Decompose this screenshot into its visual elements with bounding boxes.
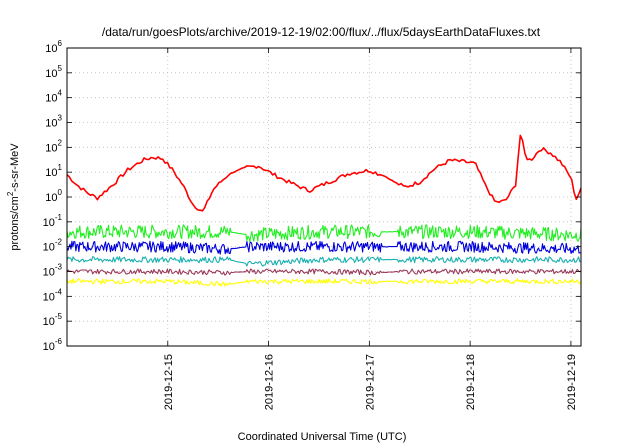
y-tick-label: 10-5 xyxy=(43,312,63,328)
y-tick-label: 10-3 xyxy=(43,263,63,279)
x-tick-label: 2019-12-18 xyxy=(465,354,477,410)
series-line-3 xyxy=(66,256,582,267)
series-line-1 xyxy=(66,224,582,243)
y-tick-label: 10-4 xyxy=(43,287,63,303)
x-tick-label: 2019-12-16 xyxy=(264,354,276,410)
y-tick-label: 103 xyxy=(45,114,62,130)
x-axis-label: Coordinated Universal Time (UTC) xyxy=(238,431,407,443)
series-line-0 xyxy=(66,134,582,212)
y-tick-label: 106 xyxy=(45,39,62,55)
plot-frame xyxy=(66,47,582,347)
series-group xyxy=(66,134,582,287)
grid-lines xyxy=(67,47,581,347)
y-axis-label: protons/cm2-s-sr-MeV xyxy=(6,143,21,251)
x-tick-label: 2019-12-15 xyxy=(163,354,175,410)
series-line-2 xyxy=(66,240,582,255)
x-tick-labels: 2019-12-15 2019-12-16 2019-12-17 2019-12-18… xyxy=(163,354,578,410)
y-tick-label: 100 xyxy=(45,188,62,204)
y-tick-label: 10-6 xyxy=(43,337,63,353)
chart-title: /data/run/goesPlots/archive/2019-12-19/0… xyxy=(102,25,541,39)
y-tick-label: 10-2 xyxy=(43,238,63,254)
y-tick-label: 104 xyxy=(45,89,62,105)
x-tick-label: 2019-12-19 xyxy=(566,354,578,410)
x-tick-label: 2019-12-17 xyxy=(364,354,376,410)
y-tick-label: 105 xyxy=(45,64,62,80)
y-tick-label: 10-1 xyxy=(43,213,63,229)
y-tick-labels: 10-6 10-5 10-4 10-3 10-2 10-1 100 101 102 103 104 1… xyxy=(43,39,63,353)
y-tick-label: 101 xyxy=(45,163,62,179)
series-line-4 xyxy=(66,268,582,276)
series-line-5 xyxy=(66,278,582,287)
y-tick-label: 102 xyxy=(45,138,62,154)
